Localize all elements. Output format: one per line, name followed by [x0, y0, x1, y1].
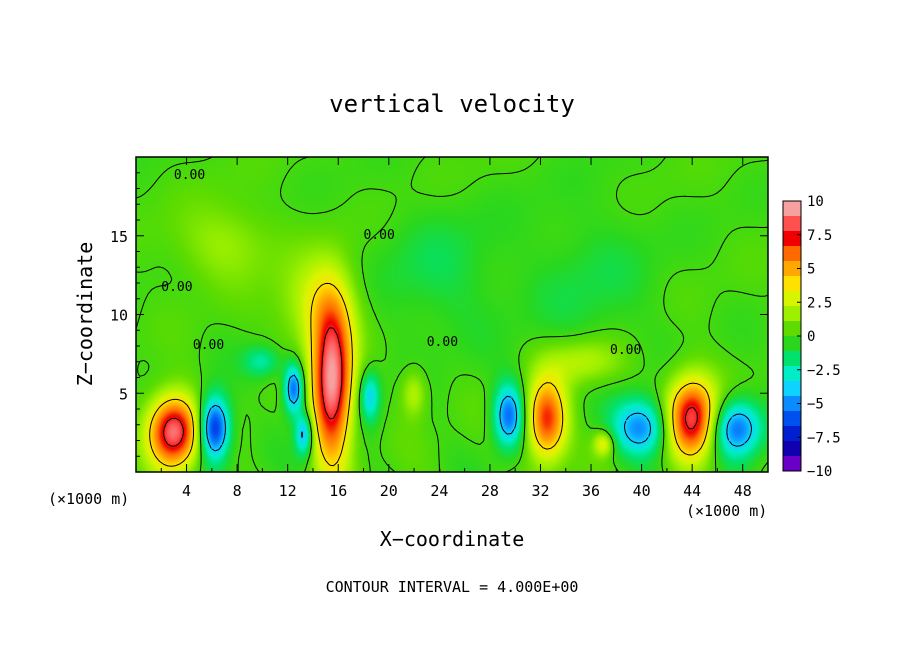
colorbar-swatch — [783, 336, 801, 352]
x-unit-left: (×1000 m) — [48, 490, 129, 508]
contour-value-label: 0.00 — [427, 335, 458, 350]
colorbar-swatch — [783, 276, 801, 292]
colorbar-swatch — [783, 306, 801, 322]
colorbar-tick-label: 2.5 — [807, 295, 832, 311]
x-tick-label: 28 — [481, 482, 499, 500]
x-axis-ticks: 4 8 12 16 20 24 28 32 36 40 44 48 — [160, 157, 752, 500]
colorbar-tick-label: 0 — [807, 329, 815, 345]
colorbar-swatch — [783, 246, 801, 262]
x-axis-label: X−coordinate — [380, 527, 525, 551]
contour-value-label: 0.00 — [193, 338, 224, 353]
x-tick-label: 12 — [279, 482, 297, 500]
x-tick-label: 24 — [430, 482, 448, 500]
contour-value-label: 0.00 — [161, 280, 192, 295]
contour-value-label: 0.00 — [610, 343, 641, 358]
plot-area: 0.00 0.00 0.00 0.00 0.00 0.00 — [135, 156, 769, 473]
contour-value-label: 0.00 — [174, 168, 205, 183]
x-tick-label: 44 — [683, 482, 701, 500]
colorbar-swatch — [783, 366, 801, 382]
contour-level — [149, 282, 711, 467]
contour-level — [135, 156, 769, 473]
colorbar-swatch — [783, 441, 801, 457]
contour-lines: 0.00 0.00 0.00 0.00 0.00 0.00 — [135, 156, 769, 473]
colorbar-swatch — [783, 261, 801, 277]
y-axis-label: Z−coordinate — [73, 242, 97, 387]
colorbar-swatch — [783, 411, 801, 427]
colorbar-tick-label: −10 — [807, 464, 832, 480]
colorbar-tick-label: −2.5 — [807, 363, 841, 379]
contour-level — [163, 327, 698, 447]
colorbar-tick-label: −7.5 — [807, 430, 841, 446]
colorbar-tick-label: 10 — [807, 194, 824, 210]
colorbar-swatch — [783, 351, 801, 367]
colorbar-tick-label: −5 — [807, 397, 824, 413]
y-axis-ticks: 5 10 15 — [110, 172, 768, 457]
contour-value-label: 0.00 — [364, 228, 395, 243]
colorbar-swatch — [783, 216, 801, 232]
colorbar-swatch — [783, 321, 801, 337]
x-tick-label: 8 — [233, 482, 242, 500]
colorbar: 10 7.5 5 2.5 0 −2.5 −5 −7.5 −10 — [782, 194, 841, 480]
x-tick-label: 32 — [531, 482, 549, 500]
y-tick-label: 5 — [119, 385, 128, 403]
colorbar-swatch — [783, 396, 801, 412]
colorbar-swatch — [783, 291, 801, 307]
colorbar-swatch — [783, 426, 801, 442]
y-tick-label: 15 — [110, 228, 128, 246]
x-tick-label: 48 — [734, 482, 752, 500]
x-tick-label: 16 — [329, 482, 347, 500]
colorbar-tick-label: 7.5 — [807, 228, 832, 244]
x-tick-label: 40 — [633, 482, 651, 500]
x-tick-label: 36 — [582, 482, 600, 500]
colorbar-swatch — [783, 201, 801, 217]
x-unit-right: (×1000 m) — [686, 502, 767, 520]
chart-title: vertical velocity — [329, 90, 575, 118]
colorbar-swatch — [783, 231, 801, 247]
x-tick-label: 4 — [182, 482, 191, 500]
contour-interval-note: CONTOUR INTERVAL = 4.000E+00 — [326, 578, 579, 596]
colorbar-swatch — [783, 456, 801, 472]
contour-level — [206, 374, 752, 452]
colorbar-swatch — [783, 381, 801, 397]
y-tick-label: 10 — [110, 307, 128, 325]
colorbar-tick-label: 5 — [807, 262, 815, 278]
x-tick-label: 20 — [380, 482, 398, 500]
